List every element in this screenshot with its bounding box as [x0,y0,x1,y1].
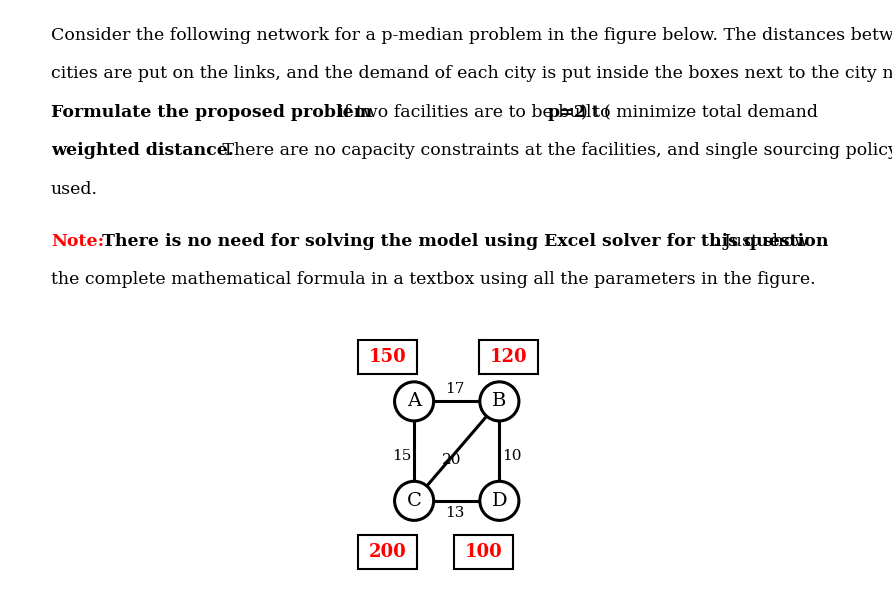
Circle shape [394,481,434,520]
Circle shape [480,382,519,421]
Text: ) to minimize total demand: ) to minimize total demand [581,104,818,121]
Text: 100: 100 [465,543,502,561]
Text: used.: used. [51,181,98,198]
FancyBboxPatch shape [359,340,417,374]
Text: C: C [407,492,422,510]
Text: 120: 120 [490,348,527,366]
Circle shape [394,382,434,421]
Text: weighted distance.: weighted distance. [51,142,234,159]
FancyBboxPatch shape [359,535,417,570]
Text: Formulate the proposed problem: Formulate the proposed problem [51,104,372,121]
Text: There are no capacity constraints at the facilities, and single sourcing policy : There are no capacity constraints at the… [217,142,892,159]
Text: A: A [407,392,421,410]
Text: cities are put on the links, and the demand of each city is put inside the boxes: cities are put on the links, and the dem… [51,65,892,82]
Text: There is no need for solving the model using Excel solver for this question: There is no need for solving the model u… [96,233,829,249]
Text: p=2: p=2 [548,104,586,121]
Text: . Just show: . Just show [713,233,809,249]
Text: B: B [492,392,507,410]
Text: 15: 15 [392,449,411,464]
Text: Note:: Note: [51,233,104,249]
Text: 20: 20 [442,453,461,467]
FancyBboxPatch shape [454,535,513,570]
FancyBboxPatch shape [479,340,538,374]
Text: 150: 150 [368,348,407,366]
Text: D: D [491,492,508,510]
Circle shape [480,481,519,520]
Text: 13: 13 [445,506,465,520]
Text: Consider the following network for a p-median problem in the figure below. The d: Consider the following network for a p-m… [51,27,892,44]
Text: if two facilities are to be built (: if two facilities are to be built ( [333,104,610,121]
Text: 17: 17 [445,382,465,396]
Text: 200: 200 [368,543,407,561]
Text: the complete mathematical formula in a textbox using all the parameters in the f: the complete mathematical formula in a t… [51,271,815,288]
Text: 10: 10 [502,449,522,464]
